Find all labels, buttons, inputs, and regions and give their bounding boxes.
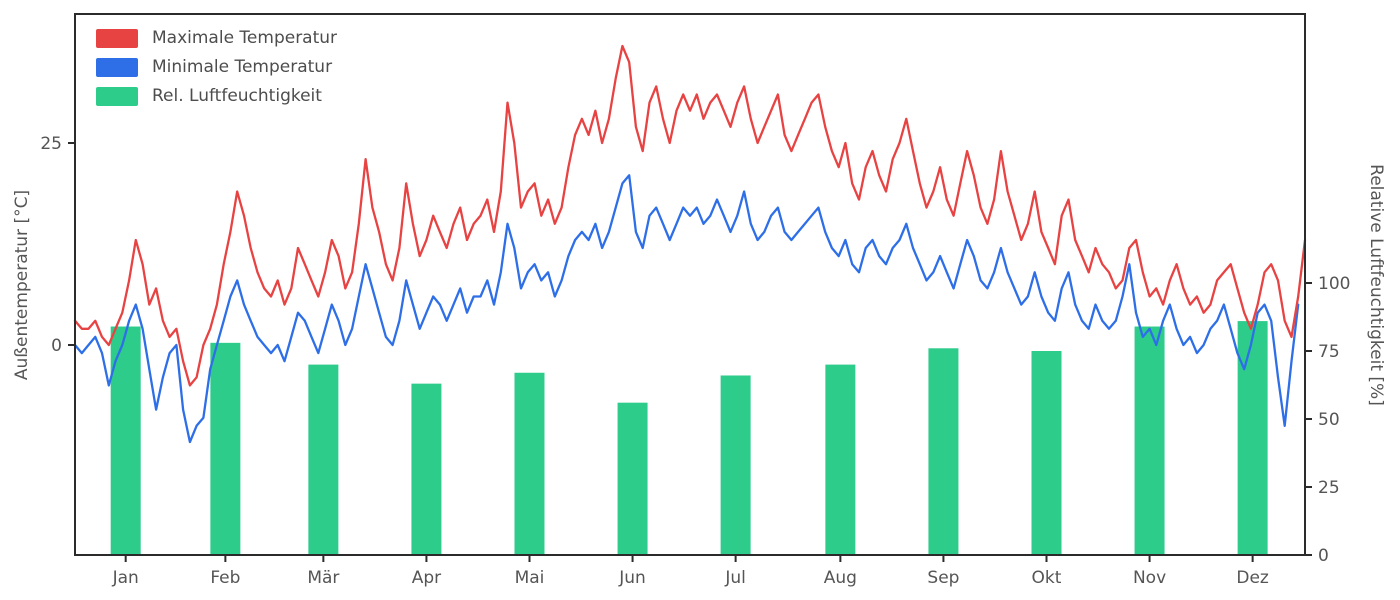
svg-text:Jan: Jan [112,568,139,588]
svg-text:Mai: Mai [515,568,545,588]
right-axis-title: Relative Luftfeuchtigkeit [%] [1366,164,1386,406]
svg-text:Mär: Mär [307,568,339,588]
svg-text:0: 0 [1318,546,1329,566]
svg-text:Dez: Dez [1236,568,1269,588]
left-axis-title: Außentemperatur [°C] [12,189,32,381]
svg-text:Apr: Apr [412,568,441,588]
svg-text:100: 100 [1318,274,1350,294]
svg-text:Sep: Sep [927,568,959,588]
max-temp-swatch-icon [96,28,138,48]
legend-label-min-temp: Minimale Temperatur [152,57,333,77]
legend-label-humidity: Rel. Luftfeuchtigkeit [152,86,322,106]
legend-item-humidity: Rel. Luftfeuchtigkeit [96,86,337,106]
svg-text:Nov: Nov [1133,568,1166,588]
svg-text:Feb: Feb [210,568,240,588]
svg-text:Jul: Jul [724,568,746,588]
svg-text:50: 50 [1318,410,1340,430]
humidity-swatch-icon [96,86,138,106]
legend: Maximale Temperatur Minimale Temperatur … [92,24,348,110]
min-temp-swatch-icon [96,57,138,77]
svg-text:25: 25 [40,134,62,154]
svg-text:Aug: Aug [824,568,857,588]
svg-text:Okt: Okt [1032,568,1062,588]
svg-text:75: 75 [1318,342,1340,362]
svg-text:Jun: Jun [618,568,646,588]
svg-text:25: 25 [1318,478,1340,498]
svg-text:0: 0 [51,336,62,356]
legend-item-max-temp: Maximale Temperatur [96,28,337,48]
legend-label-max-temp: Maximale Temperatur [152,28,338,48]
legend-item-min-temp: Minimale Temperatur [96,57,337,77]
